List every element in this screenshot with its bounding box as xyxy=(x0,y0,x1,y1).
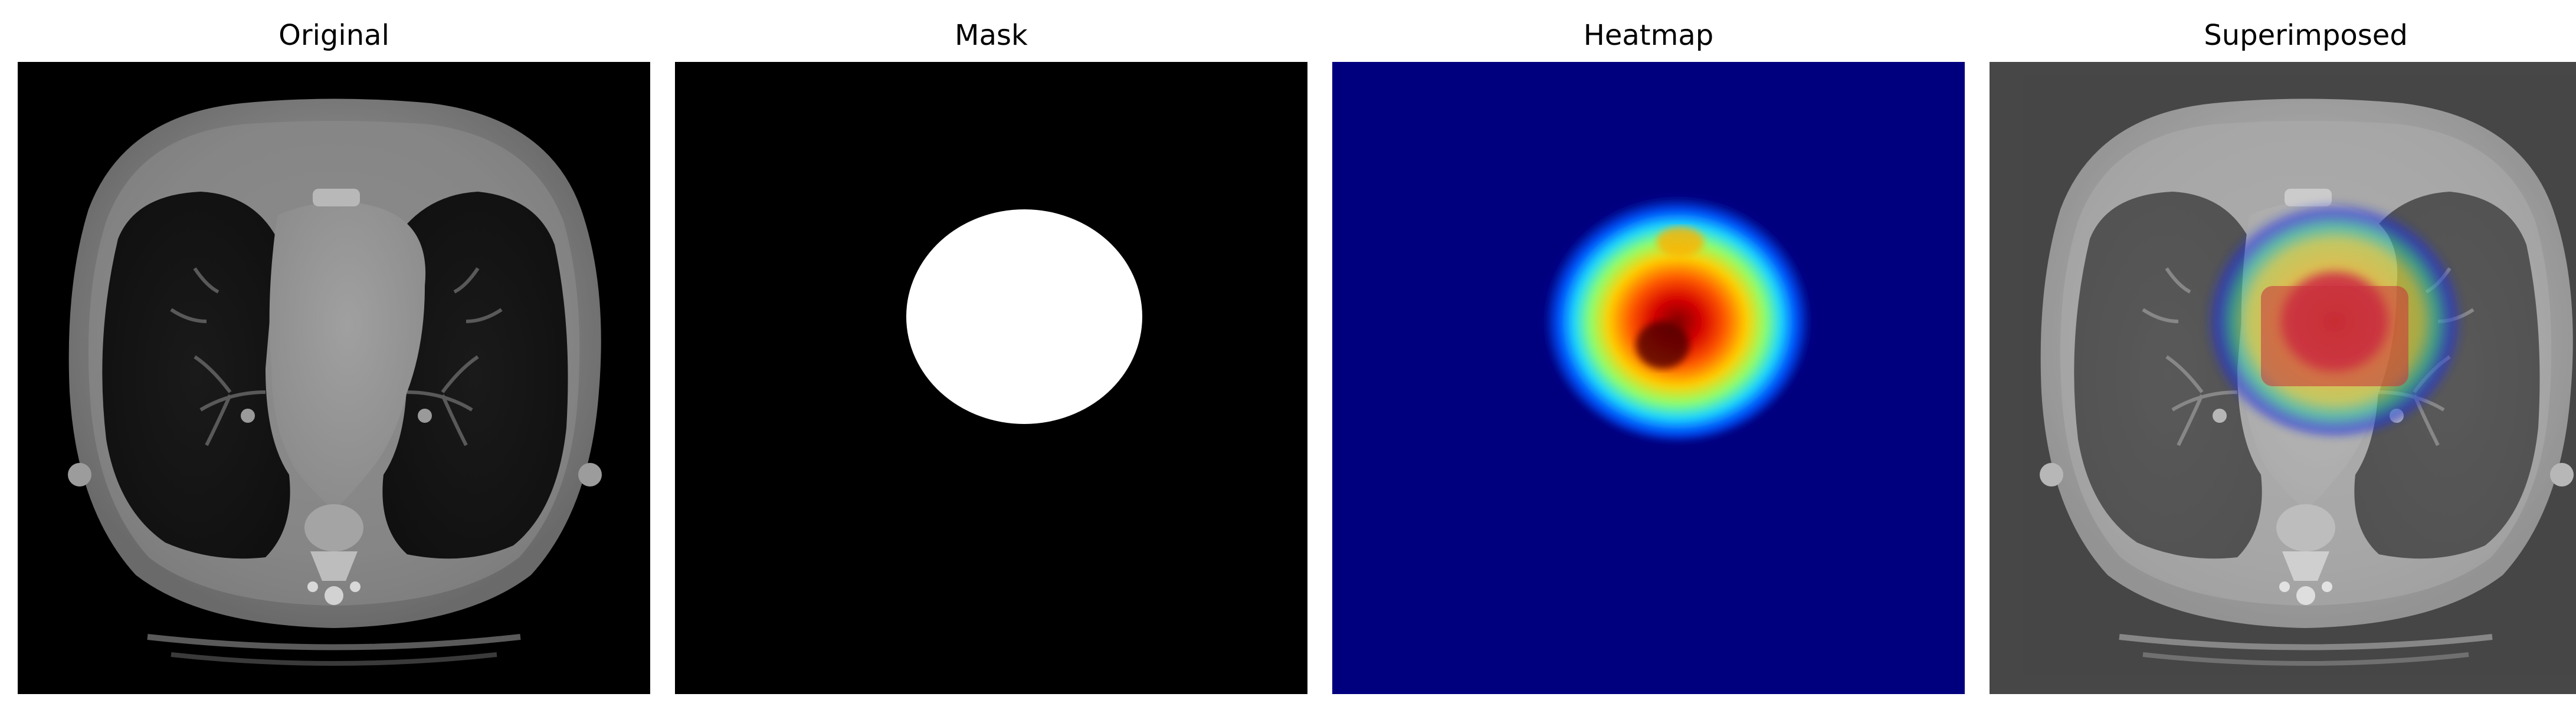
panel-title-mask: Mask xyxy=(955,19,1028,52)
heatmap-hotspot xyxy=(1545,193,1810,441)
heatmap-secondary-spot xyxy=(1657,227,1704,257)
panel-heatmap: Heatmap xyxy=(1332,0,1965,710)
panel-superimposed: Superimposed xyxy=(1990,0,2576,710)
panel-mask: Mask xyxy=(675,0,1307,710)
heatmap-image xyxy=(1332,62,1965,694)
panel-original: Original xyxy=(18,0,650,710)
panel-title-original: Original xyxy=(278,19,389,52)
panel-title-superimposed: Superimposed xyxy=(2204,19,2408,52)
overlay-hot-region xyxy=(2261,286,2408,386)
heatmap-peak xyxy=(1636,321,1689,369)
ct-scan-image xyxy=(18,62,650,694)
mask-region xyxy=(906,209,1142,424)
superimposed-image xyxy=(1990,62,2576,694)
panel-title-heatmap: Heatmap xyxy=(1583,19,1714,52)
mask-image xyxy=(675,62,1307,694)
